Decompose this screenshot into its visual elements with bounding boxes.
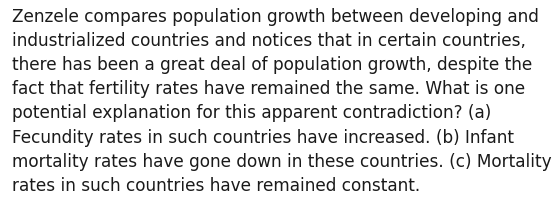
Text: fact that fertility rates have remained the same. What is one: fact that fertility rates have remained … [12,80,526,98]
Text: mortality rates have gone down in these countries. (c) Mortality: mortality rates have gone down in these … [12,153,552,171]
Text: Zenzele compares population growth between developing and: Zenzele compares population growth betwe… [12,8,539,26]
Text: rates in such countries have remained constant.: rates in such countries have remained co… [12,177,421,195]
Text: industrialized countries and notices that in certain countries,: industrialized countries and notices tha… [12,32,526,50]
Text: Fecundity rates in such countries have increased. (b) Infant: Fecundity rates in such countries have i… [12,129,514,147]
Text: there has been a great deal of population growth, despite the: there has been a great deal of populatio… [12,56,532,74]
Text: potential explanation for this apparent contradiction? (a): potential explanation for this apparent … [12,104,492,122]
